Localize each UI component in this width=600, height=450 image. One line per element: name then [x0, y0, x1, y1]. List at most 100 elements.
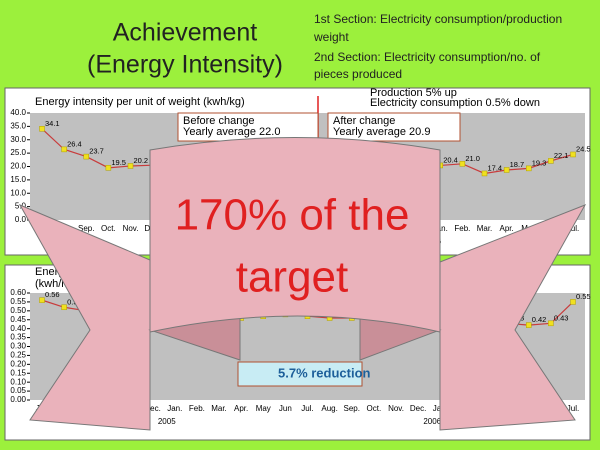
point — [61, 146, 67, 153]
annotation: After change — [333, 115, 395, 127]
value-label: 0.56 — [45, 290, 60, 299]
x-tick-label: Sep. — [344, 404, 360, 413]
y-tick-label: 20.0 — [10, 162, 26, 171]
x-tick-label: Jan. — [167, 404, 182, 413]
banner-text: target — [236, 253, 349, 302]
y-tick-label: 0.60 — [10, 288, 26, 297]
y-tick-label: 0.40 — [10, 324, 26, 333]
y-tick-label: 0.55 — [10, 297, 26, 306]
value-label: 19.3 — [532, 158, 547, 167]
point — [570, 299, 576, 305]
x-tick-label: Nov. — [388, 404, 404, 413]
value-label: 26.4 — [67, 139, 82, 148]
value-label: 24.5 — [576, 144, 591, 153]
x-tick-label: Mar. — [211, 404, 227, 413]
x-tick-label: Feb. — [454, 224, 470, 233]
slide-title: (Energy Intensity) — [87, 51, 283, 79]
point — [39, 126, 45, 132]
banner-wing — [18, 203, 151, 431]
y-tick-label: 0.05 — [10, 386, 26, 395]
chart-title: Energy intensity per unit of weight (kwh… — [35, 96, 245, 108]
value-label: 23.7 — [89, 147, 104, 156]
banner-wing — [439, 204, 587, 431]
value-label: 20.2 — [134, 156, 149, 165]
banner-center — [149, 137, 441, 333]
value-label: 19.5 — [111, 158, 126, 167]
value-label: 0.43 — [554, 313, 569, 322]
x-tick-label: Apr. — [500, 224, 514, 233]
year-label: 2005 — [158, 417, 176, 426]
value-label: 0.42 — [532, 315, 547, 324]
x-tick-label: Jul. — [567, 224, 579, 233]
annotation-box — [237, 361, 363, 387]
point — [459, 161, 466, 167]
y-tick-label: 0.15 — [10, 368, 26, 377]
point — [570, 151, 576, 158]
y-tick-label: 0.20 — [10, 359, 26, 368]
x-tick-label: Nov. — [123, 224, 139, 233]
x-tick-label: Sep. — [78, 224, 94, 233]
x-tick-label: Oct. — [367, 404, 382, 413]
y-tick-label: 0.45 — [10, 315, 26, 324]
value-label: 17.4 — [488, 163, 503, 172]
point — [526, 322, 532, 328]
annotation-box — [327, 112, 461, 142]
y-tick-label: 0.10 — [10, 377, 26, 386]
annotation: Yearly average 20.9 — [333, 126, 430, 138]
x-tick-label: Mar. — [477, 224, 493, 233]
x-tick-label: Aug. — [321, 404, 337, 413]
point — [39, 297, 45, 303]
y-tick-label: 0.30 — [10, 342, 26, 351]
y-tick-label: 25.0 — [10, 148, 26, 157]
x-tick-label: Jul. — [567, 404, 579, 413]
point — [548, 158, 554, 164]
point — [83, 153, 89, 160]
slide-note: weight — [313, 30, 349, 44]
x-tick-label: Apr. — [234, 404, 248, 413]
year-label: 2006 — [423, 417, 441, 426]
point — [526, 165, 532, 172]
point — [127, 163, 134, 169]
x-tick-label: Feb. — [189, 404, 205, 413]
point — [105, 165, 112, 171]
y-tick-label: 0.35 — [10, 333, 26, 342]
point — [503, 167, 510, 173]
slide-note: 1st Section: Electricity consumption/pro… — [314, 12, 562, 26]
y-tick-label: 10.0 — [10, 188, 26, 197]
x-tick-label: Oct. — [101, 224, 116, 233]
x-tick-label: May — [256, 404, 271, 413]
value-label: 18.7 — [510, 160, 525, 169]
y-tick-label: 30.0 — [10, 135, 26, 144]
y-tick-label: 0.50 — [10, 306, 26, 315]
value-label: 21.0 — [465, 154, 480, 163]
annotation: Yearly average 22.0 — [183, 126, 280, 138]
slide-note: pieces produced — [314, 67, 402, 81]
banner-text: 170% of the — [175, 191, 410, 240]
x-tick-label: Dec. — [410, 404, 426, 413]
value-label: 0.55 — [576, 292, 591, 301]
x-tick-label: Dec. — [144, 404, 160, 413]
y-tick-label: 40.0 — [10, 108, 26, 117]
x-tick-label: Jun — [279, 404, 292, 413]
y-tick-label: 0.00 — [10, 395, 26, 404]
y-tick-label: 15.0 — [10, 175, 26, 184]
y-tick-label: 0.0 — [15, 215, 27, 224]
point — [548, 320, 554, 327]
annotation: Production 5% up — [370, 87, 457, 99]
annotation: Electricity consumption 0.5% down — [370, 97, 540, 109]
value-label: 20.4 — [443, 155, 458, 164]
slide-note: 2nd Section: Electricity consumption/no.… — [314, 50, 541, 64]
point — [61, 304, 67, 311]
slide-title: Achievement — [113, 19, 258, 47]
annotation: Before change — [183, 115, 255, 127]
y-tick-label: 0.25 — [10, 351, 26, 360]
annotation: 5.7% reduction — [278, 365, 371, 380]
point — [481, 170, 488, 177]
value-label: 22.1 — [554, 151, 569, 160]
annotation-box — [177, 112, 319, 142]
y-tick-label: 35.0 — [10, 121, 26, 130]
x-tick-label: Jul. — [301, 404, 313, 413]
value-label: 34.1 — [45, 119, 60, 128]
